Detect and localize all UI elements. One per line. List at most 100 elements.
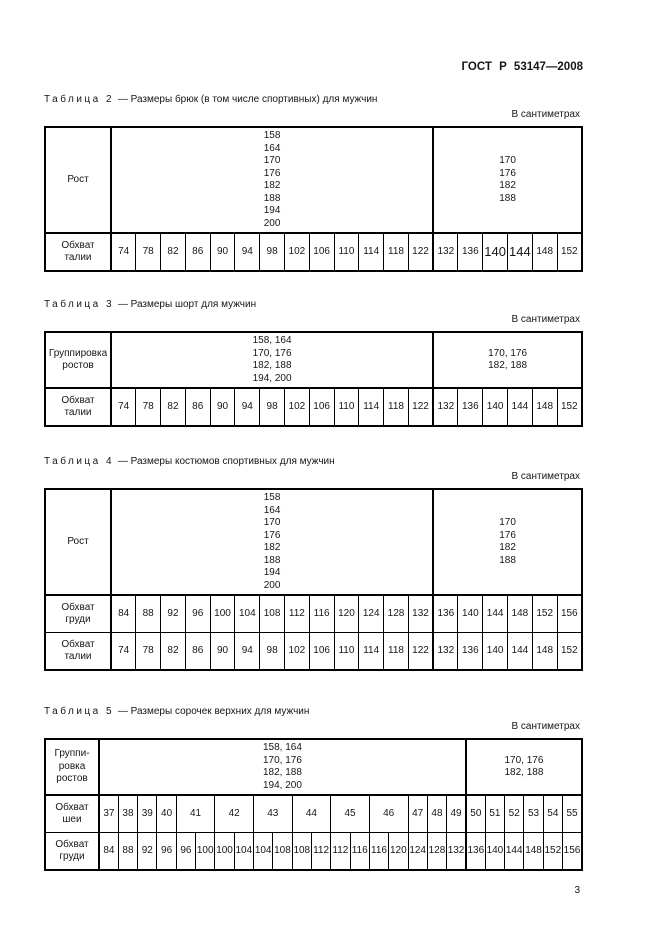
table-cell: 140 xyxy=(457,594,484,633)
row-label: Рост xyxy=(44,126,112,234)
table-cell: 132 xyxy=(407,594,435,633)
table-cell: 78 xyxy=(135,387,162,427)
table-cell: 120 xyxy=(388,832,409,871)
header-group-cell: 170 176 182 188 xyxy=(432,126,583,234)
table-3-units-label: В сантиметрах xyxy=(511,314,580,325)
table-cell: 43 xyxy=(253,794,293,833)
table-cell: 52 xyxy=(504,794,525,833)
doc-number: ГОСТ Р 53147—2008 xyxy=(461,61,583,73)
table-cell: 78 xyxy=(135,632,162,671)
table-cell: 38 xyxy=(117,794,139,833)
table-cell: 122 xyxy=(407,232,435,272)
table-cell: 136 xyxy=(457,632,484,671)
row-label: Обхват талии xyxy=(44,632,112,671)
table-cell: 98 xyxy=(259,387,285,427)
table-cell: 118 xyxy=(383,232,409,272)
table-cell: 112 xyxy=(330,832,351,871)
table-cell: 51 xyxy=(484,794,506,833)
table-cell: 128 xyxy=(426,832,448,871)
row-label: Обхват груди xyxy=(44,832,100,871)
table-cell: 41 xyxy=(175,794,216,833)
table-cell: 152 xyxy=(556,232,583,272)
table-cell: 47 xyxy=(407,794,428,833)
table-2-container: Рост 158 164 170 176 182 188 194 200 170 176 182 188… xyxy=(44,126,583,272)
table-cell: 148 xyxy=(523,832,544,871)
row-label: Обхват талии xyxy=(44,387,112,427)
table-cell: 152 xyxy=(542,832,564,871)
header-group-cell: 158 164 170 176 182 188 194 200 xyxy=(110,488,435,596)
table-cell: 112 xyxy=(310,832,332,871)
table-cell: 114 xyxy=(358,232,385,272)
row-label: Группировка ростов xyxy=(44,331,112,389)
table-cell: 124 xyxy=(358,594,385,633)
table-cell: 132 xyxy=(432,387,459,427)
table-cell: 122 xyxy=(407,387,435,427)
table-5-units-label: В сантиметрах xyxy=(511,721,580,732)
table-cell: 112 xyxy=(283,594,310,633)
table-cell: 86 xyxy=(184,632,211,671)
table-4-caption-label: Таблица 4 xyxy=(44,456,115,467)
table-cell: 98 xyxy=(259,232,285,272)
table-cell: 108 xyxy=(291,832,312,871)
table-cell: 140 xyxy=(484,832,506,871)
table-cell: 86 xyxy=(184,387,211,427)
table-cell: 118 xyxy=(383,632,409,671)
table-cell: 144 xyxy=(507,232,533,272)
table-cell: 102 xyxy=(283,632,310,671)
table-cell: 100 xyxy=(195,832,216,871)
table-cell: 116 xyxy=(308,594,335,633)
table-3-caption-label: Таблица 3 xyxy=(44,299,115,310)
table-2-caption: Таблица 2 — Размеры брюк (в том числе сп… xyxy=(44,93,583,106)
table-cell: 122 xyxy=(407,632,435,671)
table-cell: 49 xyxy=(446,794,467,833)
table-cell: 100 xyxy=(214,832,235,871)
table-3: Группировка ростов 158, 164 170, 176 182, 18… xyxy=(44,331,583,427)
header-group-cell: 170, 176 182, 188 xyxy=(465,738,583,796)
table-cell: 74 xyxy=(110,232,137,272)
table-cell: 74 xyxy=(110,387,137,427)
table-cell: 84 xyxy=(110,594,137,633)
table-cell: 116 xyxy=(349,832,370,871)
table-cell: 106 xyxy=(308,632,335,671)
table-4-caption: Таблица 4 — Размеры костюмов спортивных … xyxy=(44,455,583,468)
table-cell: 140 xyxy=(482,387,508,427)
header-group-cell: 158, 164 170, 176 182, 188 194, 200 xyxy=(98,738,467,796)
table-5-container: Группи-ровка ростов 158, 164 170, 176 182, 1… xyxy=(44,738,583,871)
table-cell: 104 xyxy=(234,594,261,633)
table-cell: 108 xyxy=(259,594,285,633)
table-4-units-label: В сантиметрах xyxy=(511,471,580,482)
header-group-cell: 158 164 170 176 182 188 194 200 xyxy=(110,126,435,234)
table-cell: 55 xyxy=(562,794,583,833)
table-cell: 144 xyxy=(482,594,508,633)
table-cell: 120 xyxy=(333,594,360,633)
table-cell: 114 xyxy=(358,387,385,427)
table-4-caption-text: — Размеры костюмов спортивных для мужчин xyxy=(117,456,335,467)
table-4-container: Рост 158 164 170 176 182 188 194 200 170 176 182 188… xyxy=(44,488,583,671)
row-label: Обхват талии xyxy=(44,232,112,272)
table-2-caption-label: Таблица 2 xyxy=(44,94,115,105)
table-cell: 144 xyxy=(504,832,525,871)
table-3-caption-text: — Размеры шорт для мужчин xyxy=(117,299,257,310)
table-cell: 92 xyxy=(160,594,186,633)
table-5-caption: Таблица 5 — Размеры сорочек верхних для … xyxy=(44,705,583,718)
table-cell: 92 xyxy=(137,832,158,871)
table-cell: 132 xyxy=(446,832,467,871)
table-cell: 42 xyxy=(214,794,254,833)
table-2-caption-text: — Размеры брюк (в том числе спортивных) … xyxy=(117,94,378,105)
header-group-cell: 170 176 182 188 xyxy=(432,488,583,596)
table-2-units-label: В сантиметрах xyxy=(511,109,580,120)
table-cell: 118 xyxy=(383,387,409,427)
table-cell: 94 xyxy=(234,632,261,671)
table-2: Рост 158 164 170 176 182 188 194 200 170 176 182 188… xyxy=(44,126,583,272)
table-cell: 74 xyxy=(110,632,137,671)
table-cell: 140 xyxy=(482,232,508,272)
table-5-caption-text: — Размеры сорочек верхних для мужчин xyxy=(117,706,310,717)
table-cell: 124 xyxy=(407,832,428,871)
table-cell: 108 xyxy=(272,832,293,871)
table-cell: 136 xyxy=(432,594,459,633)
row-label: Обхват шеи xyxy=(44,794,100,833)
table-cell: 48 xyxy=(426,794,448,833)
table-cell: 94 xyxy=(234,232,261,272)
header-group-cell: 170, 176 182, 188 xyxy=(432,331,583,389)
